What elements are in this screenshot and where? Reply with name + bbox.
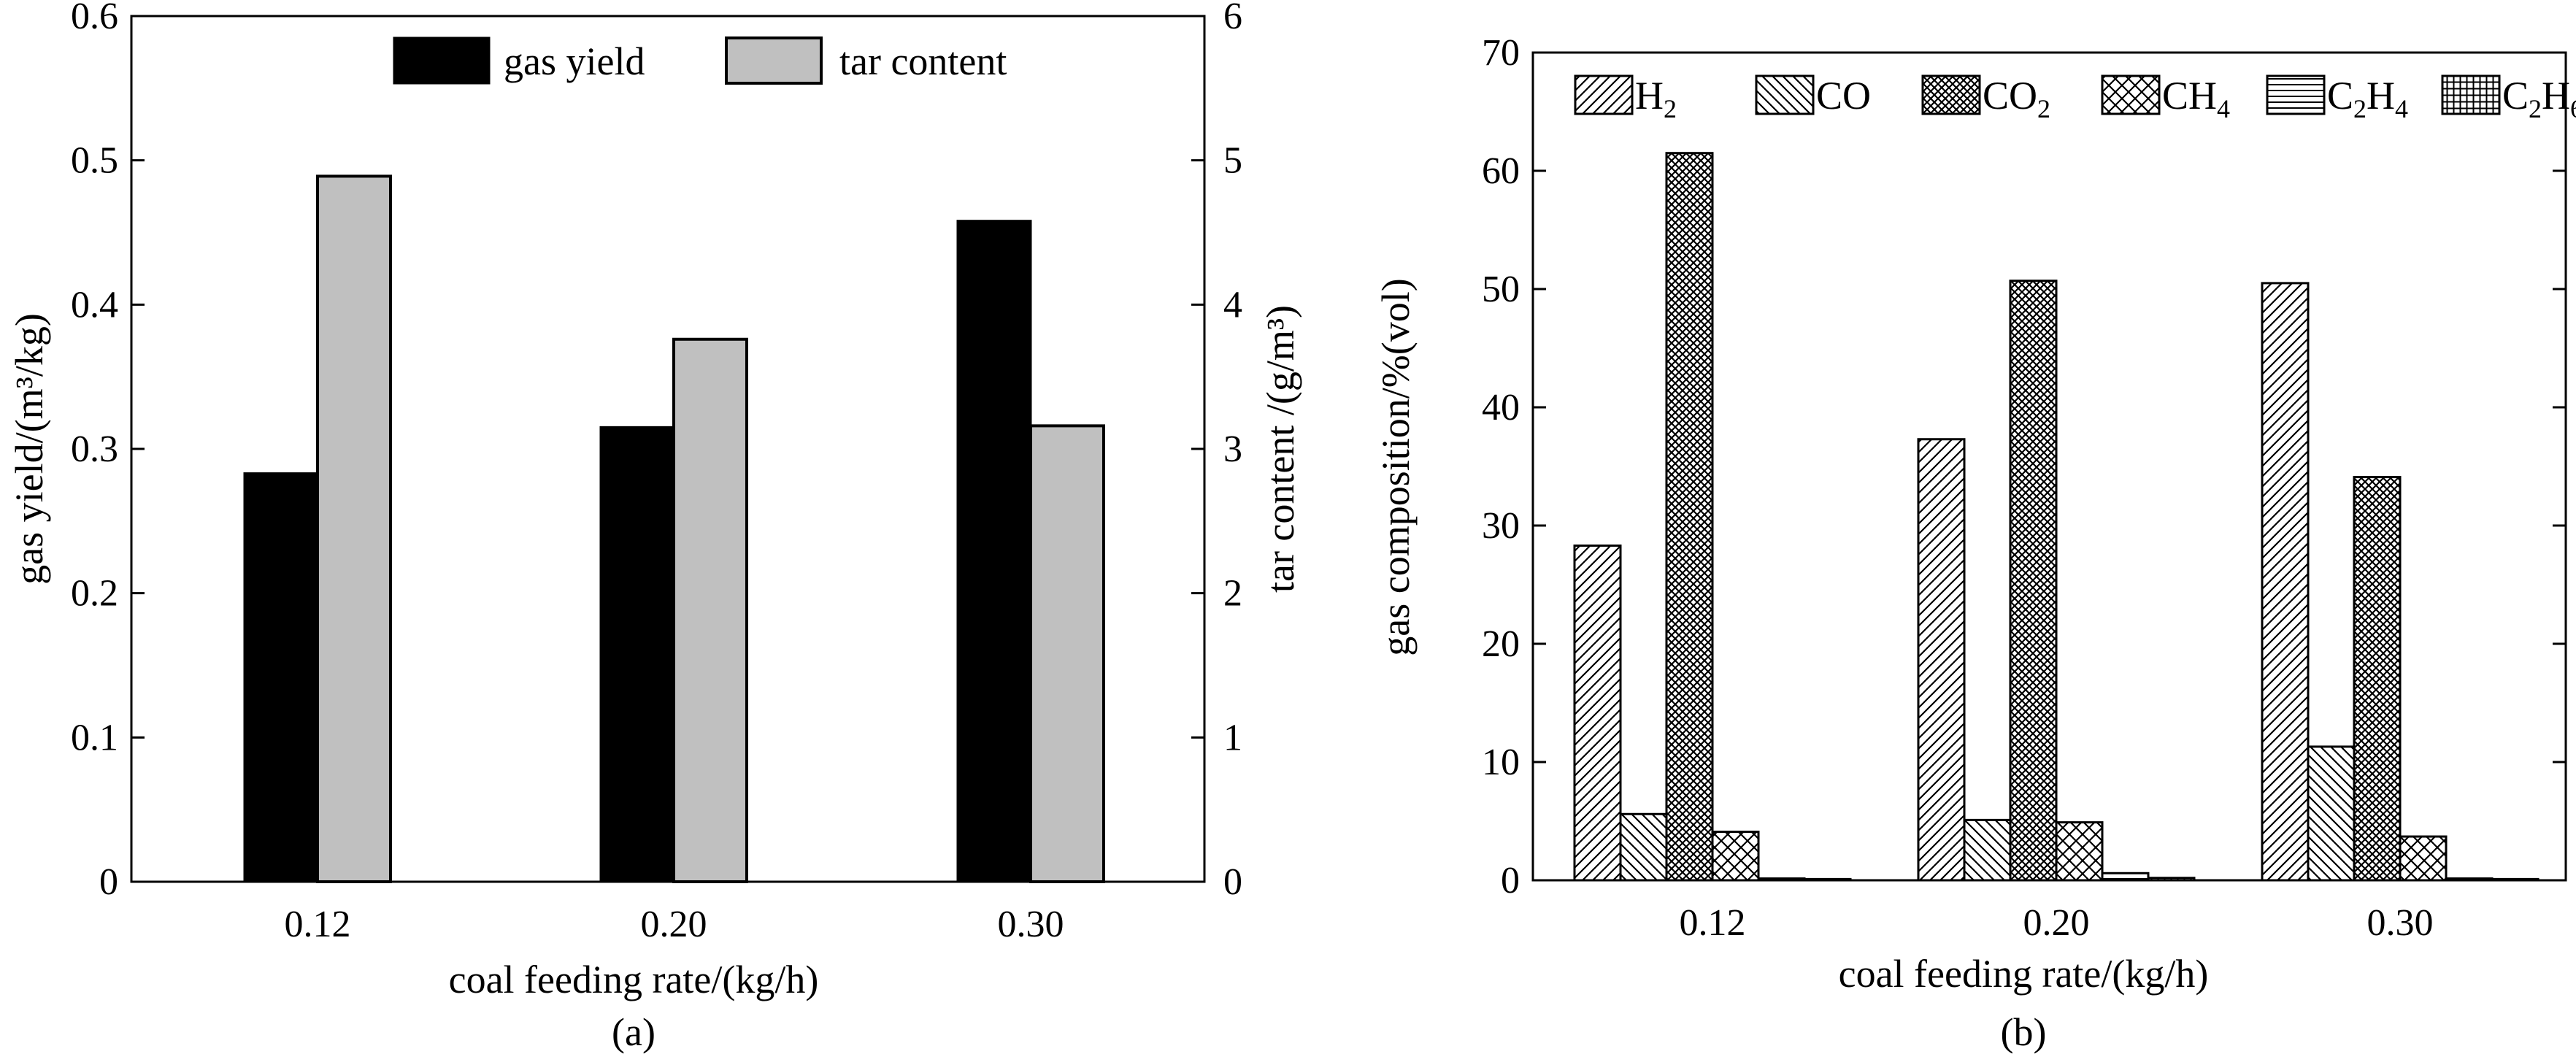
legend-swatch-co2 xyxy=(1921,74,1981,115)
y-tick-label: 20 xyxy=(1482,623,1520,665)
y-tick-label: 60 xyxy=(1482,150,1520,192)
bar-co2 xyxy=(1665,152,1714,882)
bar-h2 xyxy=(1917,438,1966,882)
y-tick-label: 0 xyxy=(1501,860,1520,901)
chart-panel-b: 0.12 0.20 0.30 0 10 20 30 40 50 60 70 H2 CO CO2 CH4 C2… xyxy=(1374,32,2576,1054)
y-tick-label: 10 xyxy=(1482,742,1520,783)
bar-ch4 xyxy=(1711,831,1760,882)
panel-caption: (b) xyxy=(2001,1010,2047,1054)
x-tick-label: 0.30 xyxy=(998,904,1064,945)
bar-ch4 xyxy=(2399,835,2448,882)
bar-tar-content xyxy=(672,337,748,884)
y-tick-label-left: 0 xyxy=(99,861,118,903)
legend-label-tar-content: tar content xyxy=(839,39,1007,83)
legend-label-h2: H2 xyxy=(1635,74,1677,123)
y-tick-label-left: 0.3 xyxy=(71,428,118,470)
y-axis-title-right: tar content /(g/m³) xyxy=(1258,305,1302,593)
axis-ticks: 0.12 0.20 0.30 0 0.1 0.2 0.3 0.4 0.5 0.6 0 1 2 3 4 5 6 xyxy=(71,0,1242,945)
legend-label-c2h4: C2H4 xyxy=(2327,74,2408,123)
y-tick-label-right: 5 xyxy=(1223,140,1242,182)
plot-frame xyxy=(1531,51,2567,882)
y-tick-label-right: 6 xyxy=(1223,0,1242,37)
legend-label-c2h6: C2H6 xyxy=(2502,74,2576,123)
y-tick-label: 50 xyxy=(1482,269,1520,310)
bar-co xyxy=(1619,812,1668,882)
legend-swatch-co xyxy=(1755,74,1815,115)
bar-co xyxy=(2307,745,2356,882)
x-tick-label: 0.12 xyxy=(285,904,351,945)
y-tick-label: 70 xyxy=(1482,32,1520,74)
legend: gas yield tar content xyxy=(393,36,1007,85)
legend-label-gas-yield: gas yield xyxy=(504,39,645,83)
y-tick-label-right: 2 xyxy=(1223,573,1242,615)
legend: H2 CO CO2 CH4 C2H4 C2H6 xyxy=(1574,74,2576,123)
legend-swatch-tar-content xyxy=(725,36,823,85)
x-tick-label: 0.12 xyxy=(1680,902,1746,944)
x-tick-label: 0.30 xyxy=(2367,902,2434,944)
x-tick-label: 0.20 xyxy=(641,904,707,945)
legend-label-co2: CO2 xyxy=(1983,74,2050,123)
bar-co xyxy=(1963,818,2012,882)
y-tick-label-right: 0 xyxy=(1223,861,1242,903)
y-tick-label-left: 0.2 xyxy=(71,573,118,615)
y-tick-label: 40 xyxy=(1482,387,1520,428)
y-tick-label: 30 xyxy=(1482,505,1520,547)
chart-panel-a: 0.12 0.20 0.30 0 0.1 0.2 0.3 0.4 0.5 0.6 0 1 2 3 4 5 6 g… xyxy=(7,0,1302,1054)
x-tick-label: 0.20 xyxy=(2023,902,2090,944)
bar-h2 xyxy=(2261,282,2310,882)
panel-caption: (a) xyxy=(612,1010,655,1054)
bars-layer xyxy=(1573,152,2540,882)
bar-co2 xyxy=(2353,476,2402,882)
bar-co2 xyxy=(2009,280,2058,882)
legend-label-co: CO xyxy=(1816,74,1871,118)
y-tick-label-left: 0.5 xyxy=(71,140,118,182)
y-tick-label-left: 0.6 xyxy=(71,0,118,37)
legend-swatch-ch4 xyxy=(2101,74,2161,115)
bar-gas-yield xyxy=(956,220,1032,883)
bar-tar-content xyxy=(316,174,392,884)
y-axis-title-left: gas yield/(m³/kg) xyxy=(7,313,51,585)
bar-gas-yield xyxy=(599,426,675,883)
x-axis-title: coal feeding rate/(kg/h) xyxy=(1839,952,2209,996)
bar-gas-yield xyxy=(243,472,319,883)
bars-layer xyxy=(243,174,1105,884)
x-axis-title: coal feeding rate/(kg/h) xyxy=(449,958,819,1001)
bar-tar-content xyxy=(1029,424,1105,883)
legend-swatch-c2h6 xyxy=(2441,74,2501,115)
y-tick-label-right: 3 xyxy=(1223,428,1242,470)
y-axis-title: gas composition/%(vol) xyxy=(1374,278,1418,655)
y-tick-label-right: 4 xyxy=(1223,284,1242,326)
axis-ticks: 0.12 0.20 0.30 0 10 20 30 40 50 60 70 xyxy=(1482,32,2566,944)
legend-swatch-c2h4 xyxy=(2266,74,2326,115)
y-tick-label-left: 0.1 xyxy=(71,717,118,758)
legend-label-ch4: CH4 xyxy=(2162,74,2230,123)
y-tick-label-right: 1 xyxy=(1223,717,1242,758)
bar-ch4 xyxy=(2055,821,2104,882)
y-tick-label-left: 0.4 xyxy=(71,284,118,326)
bar-h2 xyxy=(1573,545,1622,882)
legend-swatch-h2 xyxy=(1574,74,1634,115)
legend-swatch-gas-yield xyxy=(393,36,491,85)
